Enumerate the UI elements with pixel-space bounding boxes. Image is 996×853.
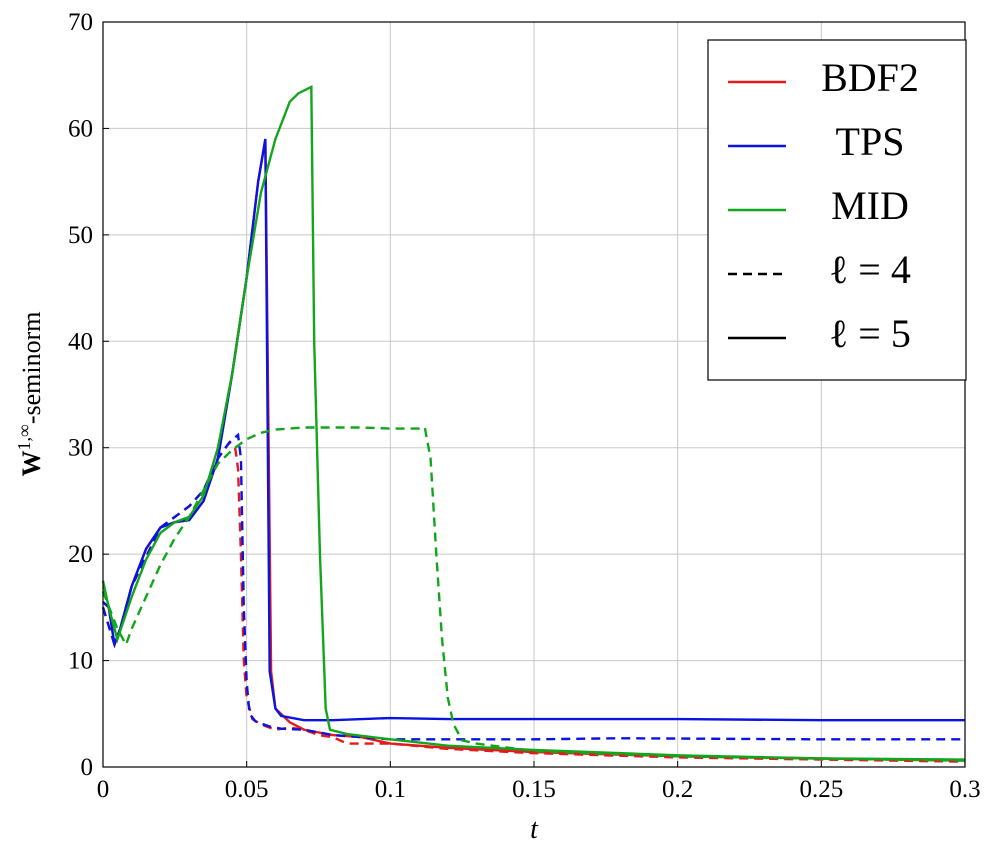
- y-label-rest: -seminorm: [17, 312, 46, 425]
- y-tick-label: 60: [68, 115, 93, 142]
- x-tick-label: 0.3: [949, 776, 980, 803]
- legend-label: BDF2: [821, 55, 919, 100]
- x-tick-label: 0.05: [225, 776, 269, 803]
- x-tick-label: 0.25: [799, 776, 843, 803]
- x-tick-label: 0.15: [512, 776, 556, 803]
- y-tick-label: 30: [68, 435, 93, 462]
- legend-label: TPS: [836, 119, 905, 164]
- x-tick-label: 0.2: [662, 776, 693, 803]
- legend-box: [707, 39, 967, 381]
- y-tick-label: 10: [68, 648, 93, 675]
- y-tick-label: 50: [68, 222, 93, 249]
- y-label-sup: 1,∞: [14, 424, 34, 451]
- legend: BDF2 TPS MID ℓ = 4 ℓ = 5: [707, 39, 967, 381]
- y-tick-label: 70: [68, 9, 93, 36]
- y-tick-label: 20: [68, 541, 93, 568]
- legend-label: ℓ = 5: [829, 311, 911, 356]
- y-label-base: W: [17, 451, 46, 477]
- y-tick-label: 0: [81, 754, 94, 781]
- series-line: [101, 84, 966, 761]
- x-tick-label: 0.1: [375, 776, 406, 803]
- x-tick-label: 0: [97, 776, 110, 803]
- legend-label: MID: [831, 183, 909, 228]
- legend-label: ℓ = 4: [829, 247, 911, 292]
- y-tick-label: 40: [68, 328, 93, 355]
- y-axis-label: W1,∞-seminorm: [14, 312, 46, 477]
- x-axis-label: t: [530, 814, 539, 845]
- plot-frame: [102, 21, 966, 768]
- series-line: [101, 426, 966, 762]
